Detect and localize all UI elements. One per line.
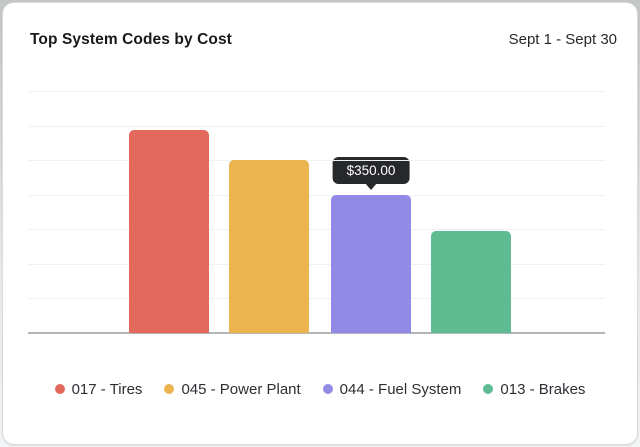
chart-legend: 017 - Tires 045 - Power Plant 044 - Fuel S… xyxy=(3,377,637,401)
bar-017-tires[interactable] xyxy=(129,130,209,333)
gridline xyxy=(28,91,605,92)
date-range-label: Sept 1 - Sept 30 xyxy=(508,31,617,48)
gridline xyxy=(28,298,605,300)
gridline xyxy=(28,194,605,196)
legend-dot-icon xyxy=(483,384,494,394)
legend-item-044-fuel-system[interactable]: 044 - Fuel System xyxy=(322,380,462,398)
legend-label: 017 - Tires xyxy=(71,380,143,398)
legend-label: 045 - Power Plant xyxy=(181,380,301,398)
legend-item-045-power-plant[interactable]: 045 - Power Plant xyxy=(164,380,301,398)
gridline xyxy=(28,229,605,231)
chart-plot: $350.00 xyxy=(3,3,639,446)
legend-item-017-tires[interactable]: 017 - Tires xyxy=(54,380,143,398)
legend-label: 013 - Brakes xyxy=(500,380,586,398)
tooltip: $350.00 xyxy=(332,157,410,185)
x-axis-baseline xyxy=(28,332,605,334)
legend-dot-icon xyxy=(322,384,333,394)
tooltip-value: $350.00 xyxy=(346,163,396,179)
legend-dot-icon xyxy=(54,384,65,394)
legend-label: 044 - Fuel System xyxy=(339,380,462,398)
bar-045-power-plant[interactable] xyxy=(229,159,309,333)
gridline xyxy=(28,125,605,127)
gridline xyxy=(28,160,605,162)
gridline xyxy=(28,263,605,265)
legend-dot-icon xyxy=(164,384,175,394)
bar-013-brakes[interactable] xyxy=(431,230,511,333)
tooltip-pointer-icon xyxy=(365,183,377,191)
legend-item-013-brakes[interactable]: 013 - Brakes xyxy=(483,381,585,398)
chart-title: Top System Codes by Cost xyxy=(30,31,232,48)
card-header: Top System Codes by Cost Sept 1 - Sept 3… xyxy=(30,31,617,51)
bar-044-fuel-system[interactable] xyxy=(331,195,411,333)
